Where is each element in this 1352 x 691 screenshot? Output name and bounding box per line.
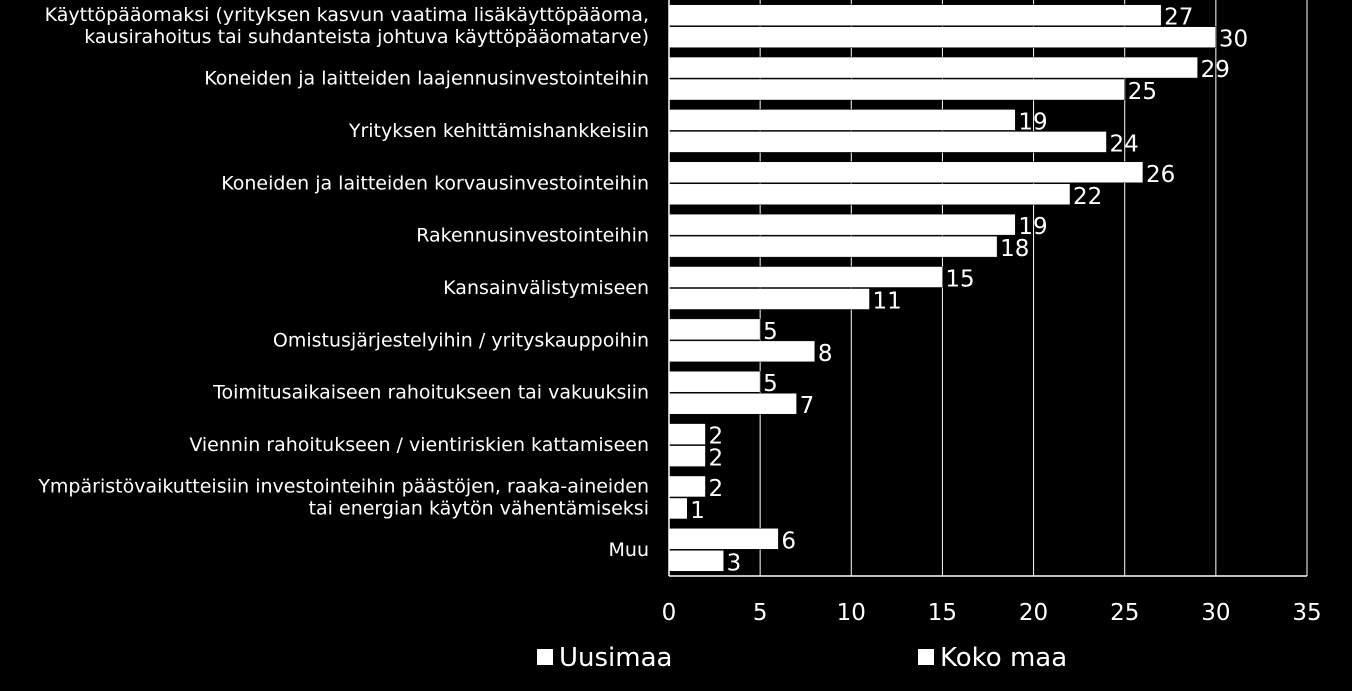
bar-uusimaa bbox=[668, 213, 1016, 236]
bars bbox=[668, 4, 1217, 572]
data-label: 6 bbox=[781, 528, 796, 554]
category-label: Muu bbox=[609, 539, 649, 561]
bar-uusimaa bbox=[668, 475, 706, 498]
bar-uusimaa bbox=[668, 423, 706, 445]
category-label: Viennin rahoitukseen / vientiriskien kat… bbox=[189, 434, 649, 456]
bar-uusimaa bbox=[668, 109, 1016, 131]
x-tick-label: 15 bbox=[928, 600, 957, 626]
bar-koko-maa bbox=[668, 445, 706, 467]
bar-koko-maa bbox=[668, 235, 998, 258]
data-label: 24 bbox=[1109, 131, 1138, 157]
category-label: Omistusjärjestelyihin / yrityskauppoihin bbox=[273, 329, 649, 351]
legend-swatch bbox=[537, 649, 553, 665]
bar-koko-maa bbox=[668, 26, 1217, 48]
data-label: 8 bbox=[818, 341, 833, 367]
x-tick-label: 30 bbox=[1201, 600, 1230, 626]
data-label: 25 bbox=[1128, 79, 1157, 105]
data-label: 26 bbox=[1146, 162, 1175, 188]
bar-uusimaa bbox=[668, 56, 1198, 79]
x-tick-label: 35 bbox=[1292, 600, 1321, 626]
axes: 0 5 10 15 20 25 30 35 bbox=[662, 0, 1322, 626]
data-label: 27 bbox=[1164, 5, 1193, 31]
category-label: Rakennusinvestointeihin bbox=[416, 225, 649, 247]
bar-uusimaa bbox=[668, 161, 1144, 184]
category-label: Koneiden ja laitteiden laajennusinvestoi… bbox=[204, 68, 649, 90]
data-label: 5 bbox=[763, 371, 778, 397]
category-label: Toimitusaikaiseen rahoitukseen tai vakuu… bbox=[212, 382, 649, 404]
bar-koko-maa bbox=[668, 340, 816, 363]
data-label: 2 bbox=[708, 424, 723, 450]
x-tick-label: 5 bbox=[753, 600, 768, 626]
category-label: Yrityksen kehittämishankkeisiin bbox=[348, 120, 649, 142]
x-tick-label: 10 bbox=[837, 600, 866, 626]
data-label: 15 bbox=[945, 267, 974, 293]
bar-uusimaa bbox=[668, 318, 761, 341]
bar-uusimaa bbox=[668, 266, 943, 288]
data-label: 29 bbox=[1201, 57, 1230, 83]
x-tick-label: 20 bbox=[1019, 600, 1048, 626]
data-label: 11 bbox=[873, 289, 902, 315]
legend-label: Uusimaa bbox=[559, 643, 672, 673]
x-tick-label: 25 bbox=[1110, 600, 1139, 626]
data-label: 3 bbox=[727, 550, 742, 576]
bar-uusimaa bbox=[668, 4, 1162, 26]
data-label: 2 bbox=[708, 446, 723, 472]
category-label: Kansainvälistymiseen bbox=[443, 277, 649, 299]
data-label: 19 bbox=[1018, 214, 1047, 240]
bar-koko-maa bbox=[668, 183, 1071, 206]
bar-koko-maa bbox=[668, 288, 870, 310]
bar-uusimaa bbox=[668, 370, 761, 393]
data-label: 19 bbox=[1018, 109, 1047, 135]
bar-koko-maa bbox=[668, 550, 724, 572]
bar-koko-maa bbox=[668, 78, 1125, 101]
data-label: 7 bbox=[800, 393, 815, 419]
category-label: Koneiden ja laitteiden korvausinvestoint… bbox=[221, 172, 649, 194]
bar-koko-maa bbox=[668, 497, 688, 520]
data-label: 2 bbox=[708, 476, 723, 502]
legend-swatch bbox=[918, 649, 934, 665]
x-tick-label: 0 bbox=[662, 600, 677, 626]
data-label: 18 bbox=[1000, 236, 1029, 262]
legend-label: Koko maa bbox=[940, 643, 1067, 673]
legend: Uusimaa Koko maa bbox=[537, 643, 1067, 673]
data-label: 22 bbox=[1073, 184, 1102, 210]
data-label: 1 bbox=[690, 498, 705, 524]
category-label: Ympäristövaikutteisiin investointeihin p… bbox=[37, 475, 649, 519]
data-label: 5 bbox=[763, 319, 778, 345]
category-label: Käyttöpääomaksi (yrityksen kasvun vaatim… bbox=[45, 4, 649, 48]
bar-uusimaa bbox=[668, 528, 779, 550]
data-label: 30 bbox=[1219, 27, 1248, 53]
